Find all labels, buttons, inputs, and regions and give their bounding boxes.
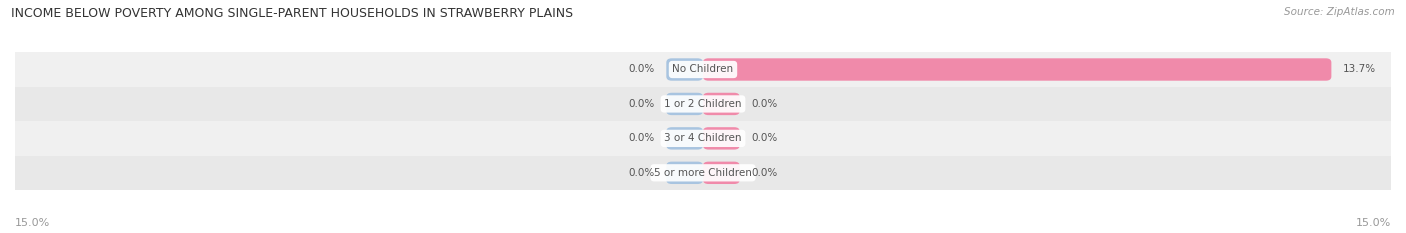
FancyBboxPatch shape [666,127,703,150]
Bar [15,87,1391,121]
FancyBboxPatch shape [666,162,703,184]
Text: 0.0%: 0.0% [751,168,778,178]
Text: 1 or 2 Children: 1 or 2 Children [664,99,742,109]
Bar [15,121,1391,156]
Text: 0.0%: 0.0% [751,133,778,143]
Text: 0.0%: 0.0% [628,133,655,143]
FancyBboxPatch shape [703,58,1331,81]
Bar [15,156,1391,190]
Text: 0.0%: 0.0% [628,168,655,178]
Bar [15,52,1391,87]
FancyBboxPatch shape [666,58,703,81]
Text: 0.0%: 0.0% [628,65,655,75]
Text: No Children: No Children [672,65,734,75]
FancyBboxPatch shape [703,127,740,150]
Text: 3 or 4 Children: 3 or 4 Children [664,133,742,143]
Text: 0.0%: 0.0% [628,99,655,109]
FancyBboxPatch shape [703,162,740,184]
FancyBboxPatch shape [703,93,740,115]
Text: 13.7%: 13.7% [1343,65,1376,75]
Text: 15.0%: 15.0% [15,218,51,228]
Text: 5 or more Children: 5 or more Children [654,168,752,178]
Text: INCOME BELOW POVERTY AMONG SINGLE-PARENT HOUSEHOLDS IN STRAWBERRY PLAINS: INCOME BELOW POVERTY AMONG SINGLE-PARENT… [11,7,574,20]
Text: Source: ZipAtlas.com: Source: ZipAtlas.com [1284,7,1395,17]
Text: 15.0%: 15.0% [1355,218,1391,228]
Text: 0.0%: 0.0% [751,99,778,109]
FancyBboxPatch shape [666,93,703,115]
